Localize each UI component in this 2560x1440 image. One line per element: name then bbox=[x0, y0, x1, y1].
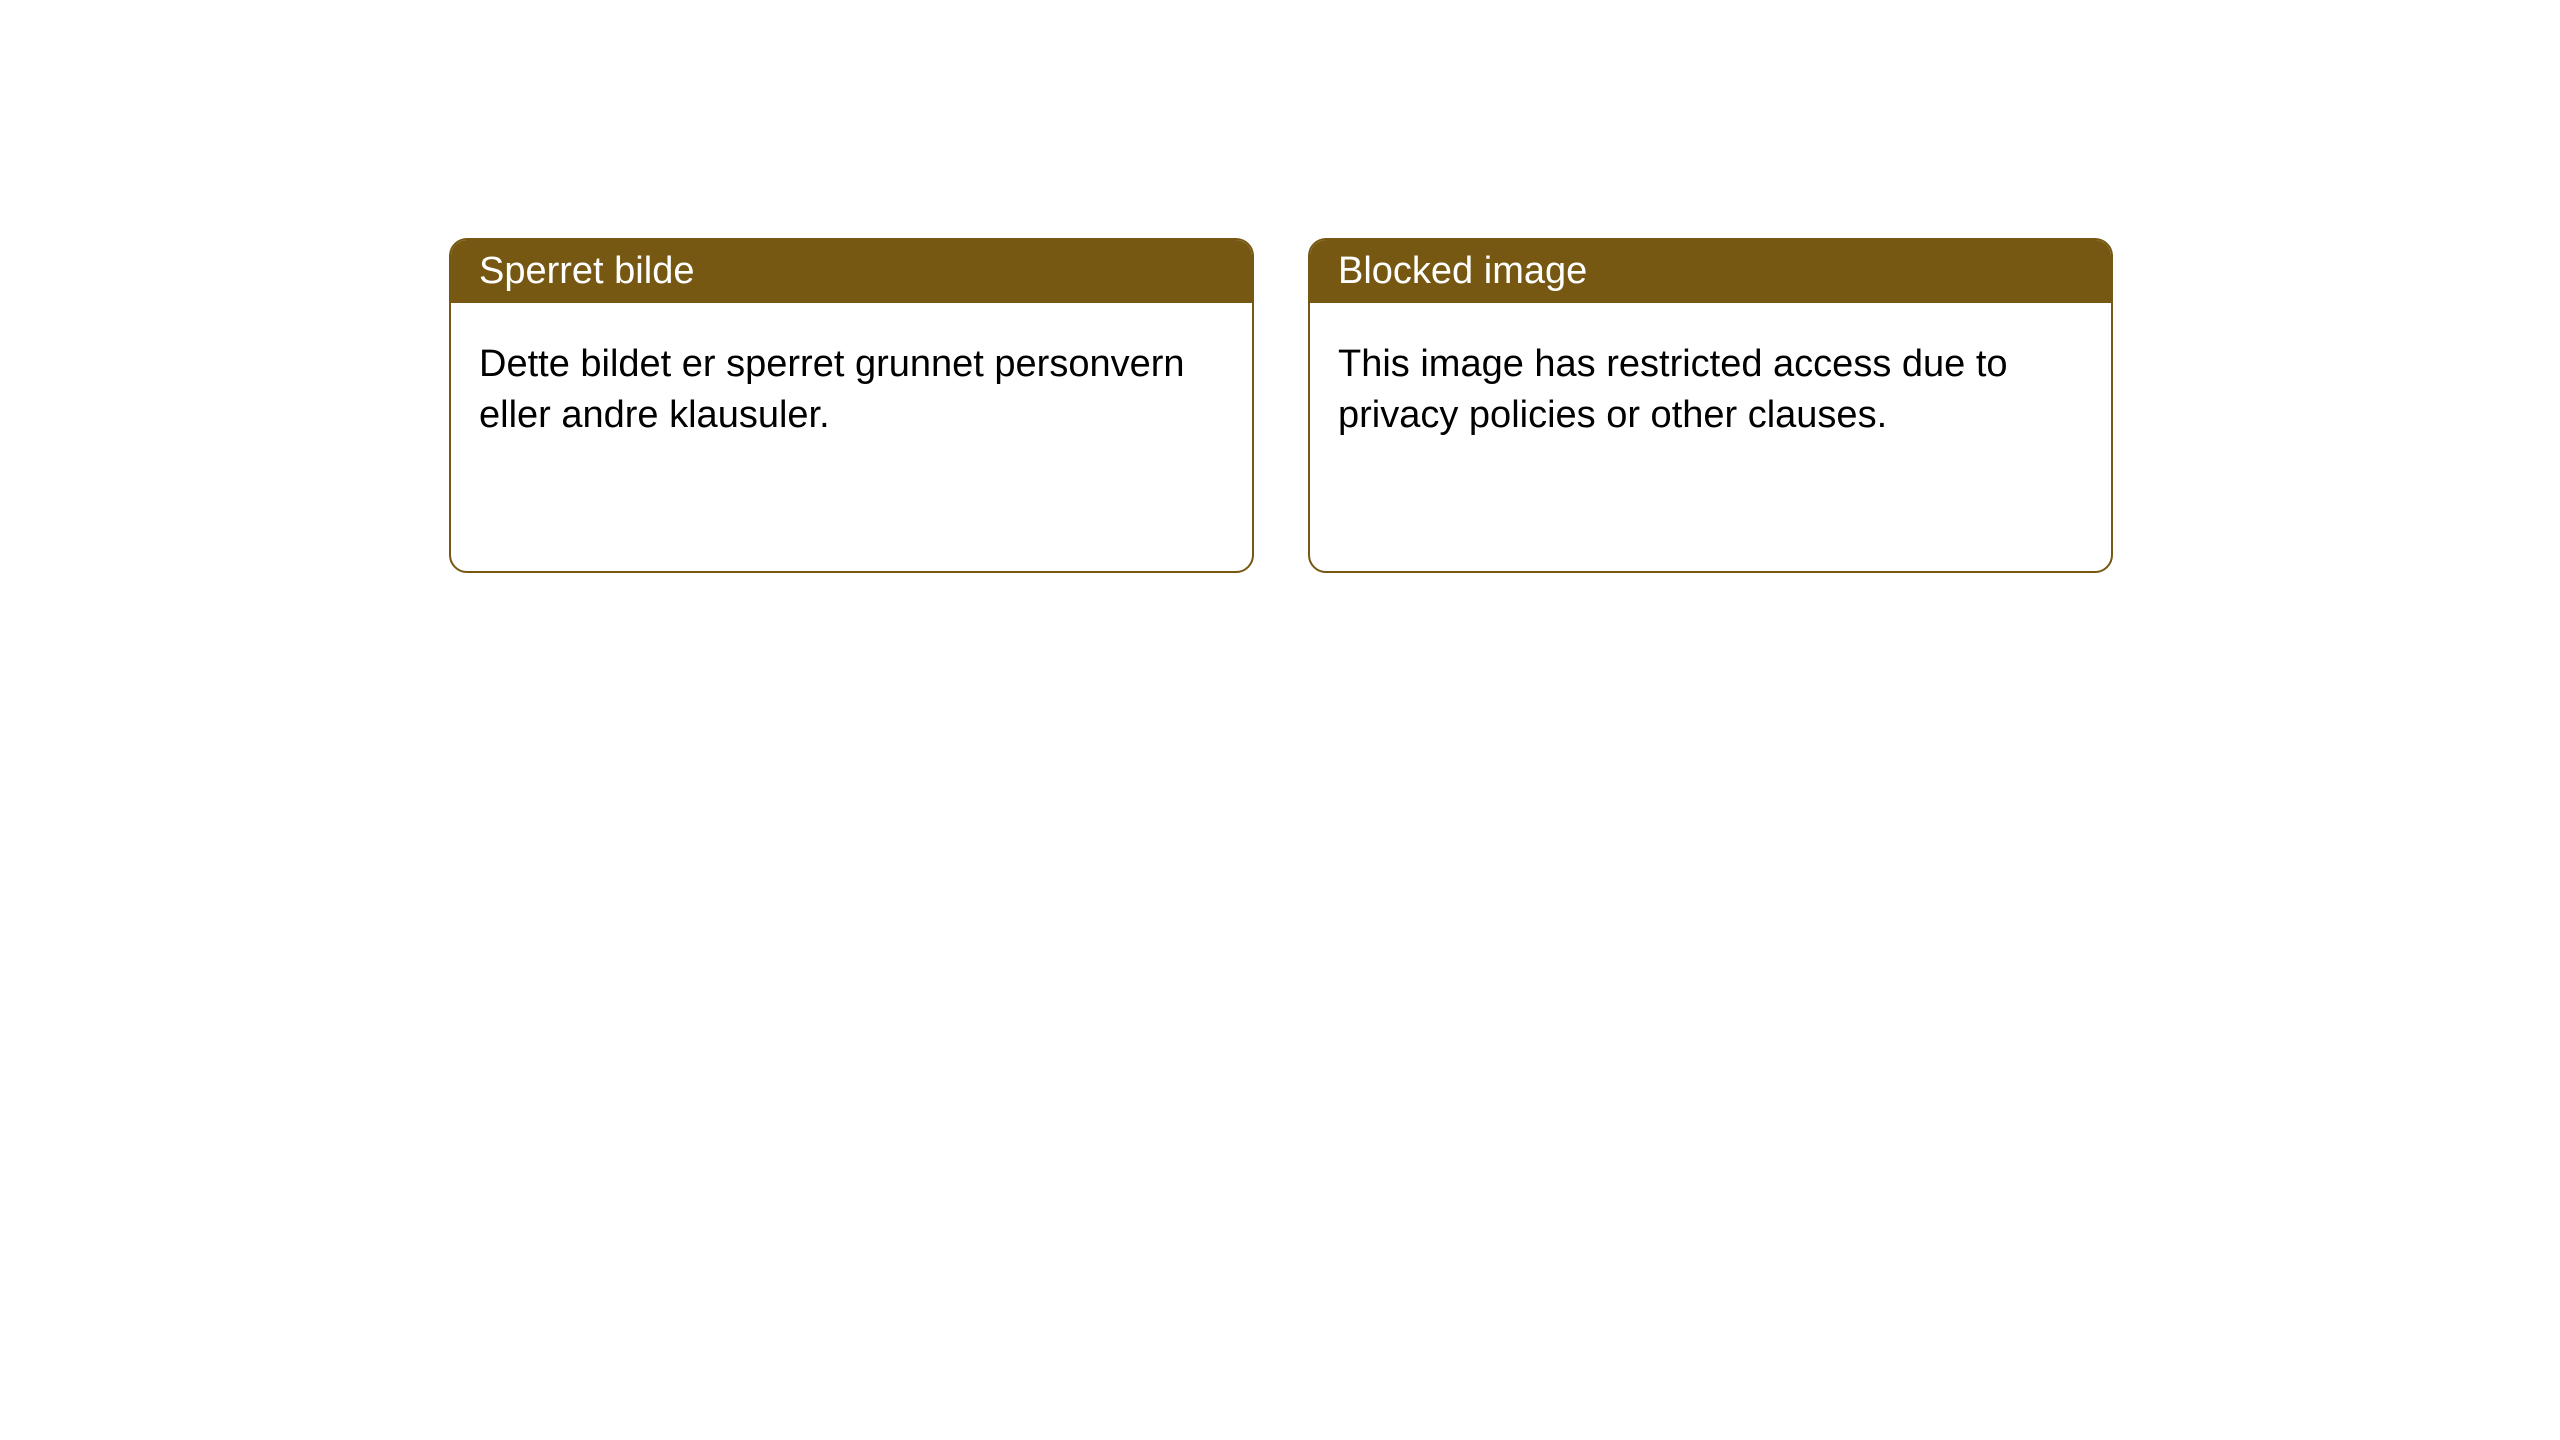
notice-card-body: This image has restricted access due to … bbox=[1310, 303, 2111, 478]
notice-container: Sperret bilde Dette bildet er sperret gr… bbox=[0, 0, 2560, 573]
notice-card-norwegian: Sperret bilde Dette bildet er sperret gr… bbox=[449, 238, 1254, 573]
notice-card-english: Blocked image This image has restricted … bbox=[1308, 238, 2113, 573]
notice-card-title: Blocked image bbox=[1310, 240, 2111, 303]
notice-card-title: Sperret bilde bbox=[451, 240, 1252, 303]
notice-card-body: Dette bildet er sperret grunnet personve… bbox=[451, 303, 1252, 478]
